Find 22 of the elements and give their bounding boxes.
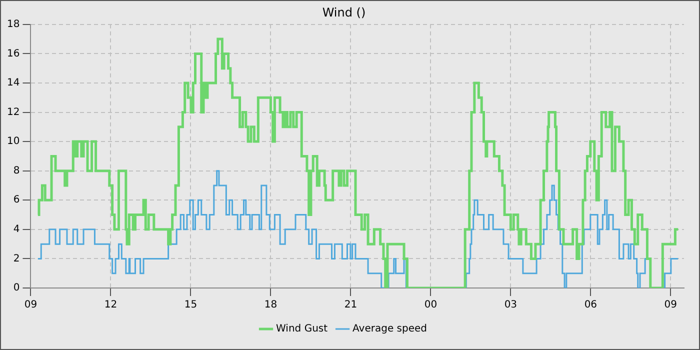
x-tick-label: 09 (664, 300, 678, 311)
legend-label: Wind Gust (276, 324, 328, 335)
x-tick-label: 12 (104, 300, 118, 311)
y-tick-label: 16 (6, 48, 20, 60)
y-tick-label: 4 (13, 224, 20, 236)
legend-label: Average speed (352, 324, 427, 335)
y-tick-label: 18 (6, 18, 20, 30)
y-tick-label: 12 (6, 106, 20, 118)
y-tick-label: 0 (13, 282, 20, 294)
x-tick-label: 06 (584, 300, 598, 311)
y-tick-label: 6 (13, 194, 20, 206)
x-tick-label: 18 (264, 300, 278, 311)
y-tick-label: 2 (13, 253, 20, 264)
x-tick-label: 09 (24, 300, 38, 311)
y-tick-label: 10 (6, 136, 20, 148)
y-tick-label: 8 (13, 165, 20, 176)
x-tick-label: 00 (424, 300, 438, 311)
x-tick-label: 21 (344, 300, 358, 311)
chart-title: Wind () (322, 5, 366, 20)
x-tick-label: 15 (184, 300, 198, 311)
y-tick-label: 14 (6, 78, 20, 89)
x-tick-label: 03 (504, 300, 518, 311)
